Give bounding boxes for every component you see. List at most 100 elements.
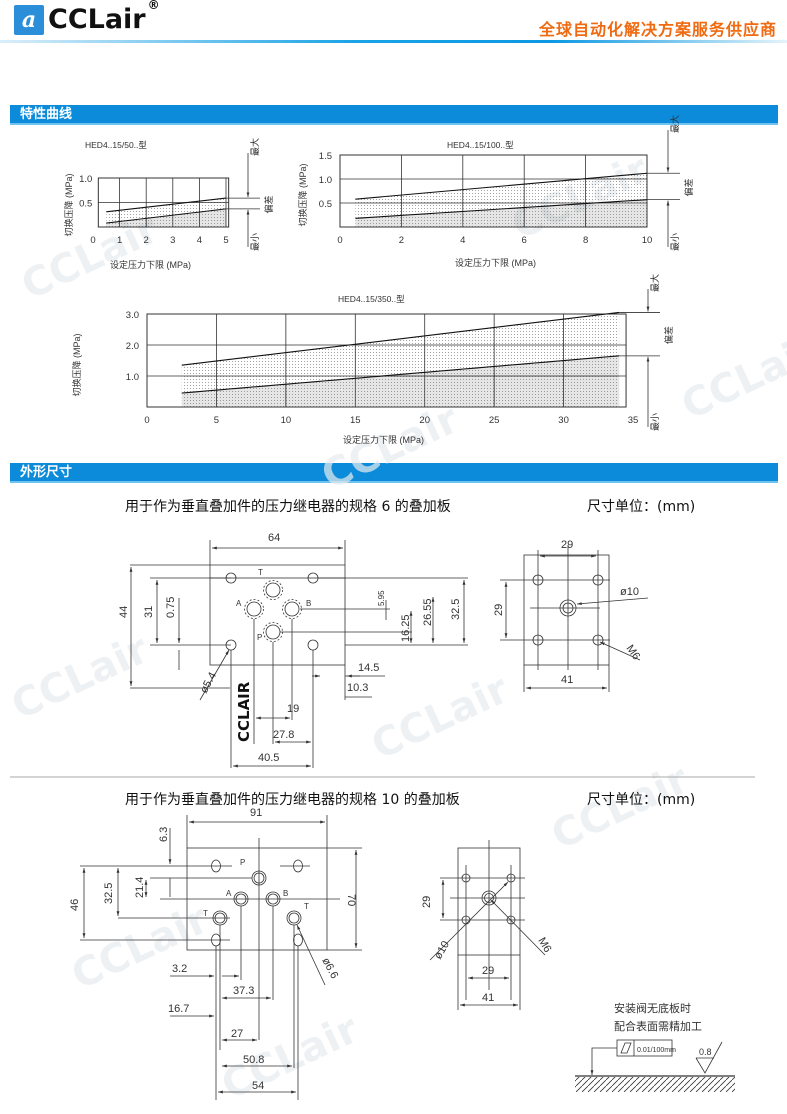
dim-70: 70 (345, 894, 357, 906)
y-tick-label: 1.5 (319, 151, 332, 162)
side-dim-bore: ø10 (432, 939, 452, 961)
section-dimensions: 外形尺寸 (10, 463, 778, 483)
logo-name: CCLair (48, 4, 146, 35)
port-label-t-right: T (304, 902, 309, 911)
port-label-p: P (240, 858, 245, 867)
x-tick-label: 10 (642, 235, 653, 246)
annotation-deviation: 偏差 (683, 178, 694, 196)
dim-16-25: 16.25 (400, 614, 412, 642)
chart-title: HED4..15/100..型 (447, 140, 514, 150)
x-tick-label: 0 (337, 235, 342, 246)
side-view-outline (523, 554, 610, 666)
dim-19: 19 (287, 703, 299, 715)
mounting-holes (225, 572, 319, 651)
series-line-max (355, 172, 648, 200)
dim-3-2: 3.2 (172, 963, 187, 975)
min-band (355, 199, 647, 227)
series-line-min (355, 199, 648, 219)
series-line-max (106, 197, 227, 213)
dim-46: 46 (69, 899, 81, 911)
dim-31: 31 (143, 606, 155, 618)
drawing-size-10 (80, 815, 735, 1100)
ground-hatch (575, 1077, 735, 1092)
port-label-b: B (306, 599, 311, 608)
series-line-min (106, 208, 227, 224)
dim-44: 44 (118, 606, 130, 618)
side-dim-bore: ø10 (620, 586, 639, 598)
x-tick-label: 3 (170, 235, 175, 246)
logo-text: CCLair ® (48, 0, 160, 35)
y-tick-label: 0.5 (319, 199, 332, 210)
side-dim-29-left: 29 (493, 604, 505, 616)
x-tick-label: 2 (399, 235, 404, 246)
dim-21-4: 21.4 (134, 877, 146, 898)
watermark-text: CCLair (315, 396, 466, 499)
x-axis-label: 设定压力下限 (MPa) (110, 259, 191, 270)
dim-91: 91 (250, 807, 262, 819)
annotation-max: 最大 (649, 274, 660, 292)
drawing-size-6 (129, 540, 649, 768)
x-tick-label: 0 (90, 235, 95, 246)
y-tick-label: 1.0 (126, 372, 139, 383)
y-tick-label: 2.0 (126, 341, 139, 352)
watermark-text: CCLair (675, 326, 787, 429)
port-label-b: B (283, 889, 288, 898)
logo-mark-icon: a (14, 4, 44, 35)
dim-27: 27 (231, 1028, 243, 1040)
watermark-text: CCLair (65, 896, 216, 999)
y-axis-label: 切换压降 (MPa) (63, 173, 74, 236)
port-label-p: P (257, 633, 262, 642)
dim-16-7: 16.7 (168, 1003, 189, 1015)
dim-54: 54 (252, 1080, 264, 1092)
dim-32-5: 32.5 (103, 883, 115, 904)
plot-frame (339, 154, 648, 228)
annotation-deviation: 偏差 (663, 326, 674, 344)
plate-outline (209, 577, 346, 666)
port-label-t-left: T (203, 909, 208, 918)
dim-hole-dia: ø5.4 (198, 670, 219, 695)
side-dim-41: 41 (482, 992, 494, 1004)
y-axis-label: 切换压降 (MPa) (71, 333, 82, 396)
x-tick-label: 4 (197, 235, 202, 246)
annotation-max: 最大 (669, 115, 680, 133)
dim-64: 64 (268, 532, 280, 544)
x-tick-label: 10 (281, 415, 292, 426)
dim-50-8: 50.8 (243, 1054, 264, 1066)
dim-26-55: 26.55 (422, 598, 434, 626)
side-dim-29-top: 29 (561, 539, 573, 551)
port-holes (212, 870, 302, 926)
watermark-text: CCLair (5, 626, 156, 729)
x-tick-label: 1 (117, 235, 122, 246)
x-tick-label: 5 (214, 415, 219, 426)
drawing-size-6-labels: 64 44 31 0.75 5.95 16.25 26.55 32.5 14.5… (118, 532, 642, 764)
unit-size-10: 尺寸单位：(mm) (587, 792, 696, 808)
port-label-t: T (258, 568, 263, 577)
port-label-a: A (226, 889, 232, 898)
dim-hole-dia: ø6.6 (319, 956, 340, 981)
registered-mark: ® (147, 0, 160, 12)
x-tick-label: 20 (419, 415, 430, 426)
caption-size-10: 用于作为垂直叠加件的压力继电器的规格 10 的叠加板 (125, 792, 460, 808)
note-line-1: 安装阀无底板时 (614, 1001, 691, 1015)
chart-3: 0 5 10 15 20 25 30 35 1.0 2.0 3.0 HED4..15/350..型设定… (71, 274, 674, 445)
x-tick-label: 5 (223, 235, 228, 246)
annotation-deviation: 偏差 (263, 195, 274, 213)
watermark-text: CCLair (365, 666, 516, 769)
annotation-max: 最大 (249, 138, 260, 156)
x-tick-label: 6 (522, 235, 527, 246)
side-dim-41: 41 (561, 674, 573, 686)
annotation-min: 最小 (250, 233, 260, 251)
header-divider (0, 40, 787, 43)
flatness-icon (620, 1042, 632, 1054)
section-curves: 特性曲线 (10, 105, 778, 125)
series-line-min (181, 355, 620, 394)
series-line-max (181, 311, 620, 366)
dim-5-95: 5.95 (377, 590, 386, 606)
dim-14-5: 14.5 (358, 662, 379, 674)
side-dim-29-left: 29 (421, 896, 433, 908)
flatness-value: 0.01/100mm (637, 1047, 676, 1054)
dim-27-8: 27.8 (273, 729, 294, 741)
